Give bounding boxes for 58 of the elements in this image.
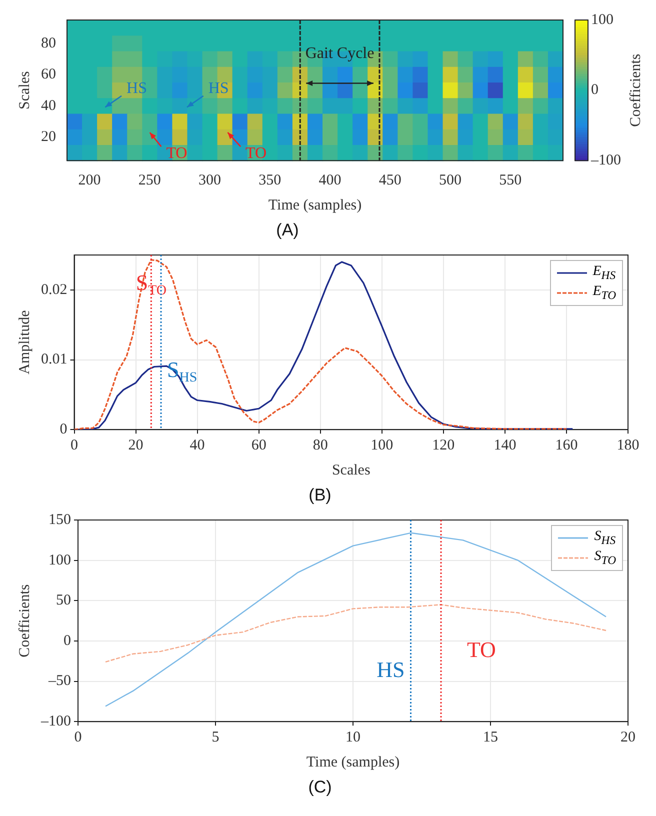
y-tick-label: 150 [48, 512, 71, 528]
x-tick-label: 80 [312, 438, 328, 454]
x-tick-label: 120 [432, 438, 455, 454]
text: (A) [276, 220, 299, 240]
x-axis-title: Scales [332, 462, 370, 479]
color-bar-label: 100 [591, 12, 614, 28]
ref-line-label: HS [376, 657, 405, 682]
x-tick-label: 15 [483, 730, 498, 746]
y-tick-label: 80 [41, 35, 56, 52]
x-tick-label: 250 [138, 172, 161, 189]
y-axis-title: Scales [16, 70, 33, 110]
y-tick-label: 20 [41, 129, 56, 146]
y-tick-label: –50 [48, 673, 71, 690]
x-tick-label: 0 [74, 730, 82, 746]
y-tick-label: 100 [48, 552, 71, 568]
y-axis-title: Coefficients [16, 584, 33, 658]
y-tick-label: 0 [64, 632, 71, 649]
x-tick-label: 350 [258, 172, 282, 189]
y-tick-label: –100 [40, 714, 71, 730]
text: (C) [308, 777, 332, 796]
x-tick-label: 100 [370, 438, 394, 454]
x-tick-label: 300 [198, 172, 222, 189]
y-axis-title: Amplitude [16, 310, 33, 374]
x-tick-label: 20 [128, 438, 144, 454]
y-tick-label: 40 [41, 98, 56, 114]
x-tick-label: 400 [318, 172, 342, 189]
legend-label: S$_{TO}$ [594, 548, 616, 567]
x-axis-title: Time (samples) [268, 198, 362, 214]
ref-line-label: TO [467, 637, 496, 662]
x-tick-label: 40 [190, 438, 205, 454]
x-tick-label: 180 [616, 438, 640, 454]
line-series [104, 604, 607, 663]
color-bar-label: –100 [590, 152, 621, 169]
x-tick-label: 60 [251, 438, 266, 454]
color-bar-title: Coefficients [628, 54, 644, 127]
x-tick-label: 450 [378, 172, 402, 189]
annotation: TO [246, 144, 267, 162]
x-tick-label: 140 [494, 438, 516, 454]
legend-label: E$_{HS}$ [592, 264, 616, 282]
x-tick-label: 200 [78, 172, 101, 189]
y-tick-label: 0 [60, 422, 68, 438]
annotation: Gait Cycle [305, 44, 374, 62]
y-tick-label: 0.01 [41, 352, 68, 368]
color-bar-label: 0 [591, 82, 598, 98]
y-tick-label: 0.02 [41, 282, 68, 298]
x-axis-title: Time (samples) [306, 754, 400, 771]
x-tick-label: 5 [212, 730, 220, 746]
y-tick-label: 50 [56, 592, 71, 609]
x-tick-label: 160 [555, 438, 578, 454]
legend-label: S$_{HS}$ [594, 529, 616, 547]
x-tick-label: 10 [346, 730, 360, 746]
legend-label: E$_{TO}$ [592, 284, 616, 302]
text: (B) [308, 485, 332, 504]
annotation: TO [166, 144, 188, 162]
x-tick-label: 20 [620, 730, 636, 746]
x-tick-label: 550 [499, 172, 522, 189]
x-tick-label: 500 [439, 172, 462, 189]
y-tick-label: 60 [41, 66, 56, 83]
